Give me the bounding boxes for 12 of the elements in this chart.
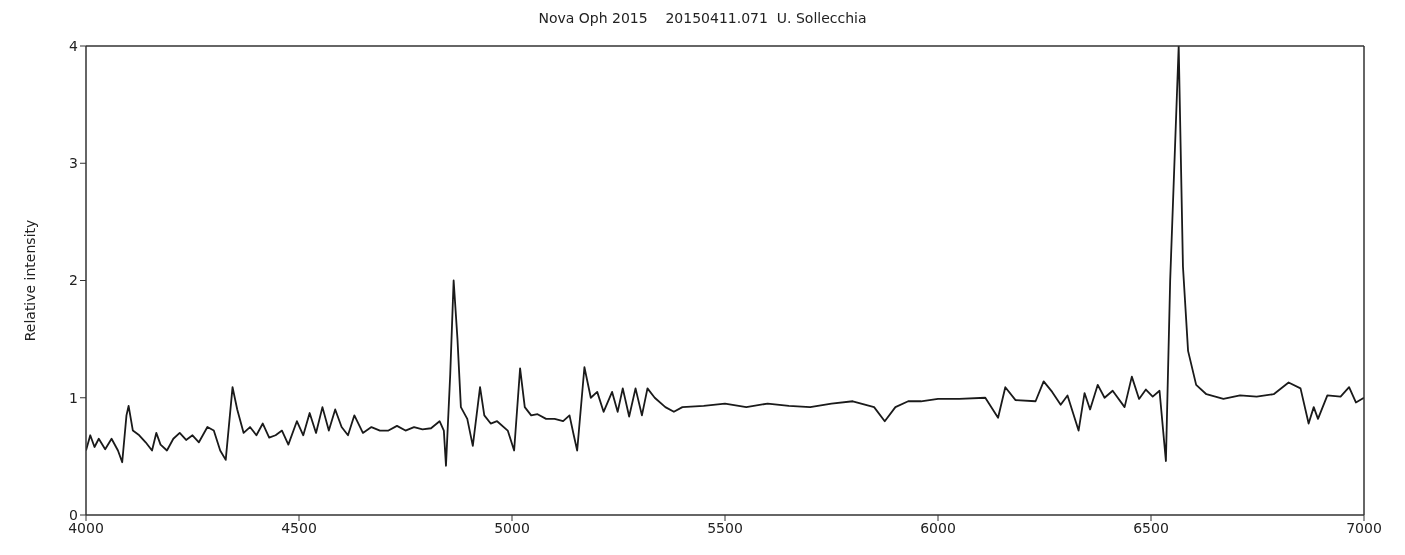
x-tick-label: 7000 — [1346, 519, 1382, 536]
y-tick-label: 1 — [69, 389, 78, 406]
y-tick-label: 3 — [69, 155, 78, 172]
x-tick-label: 6500 — [1133, 519, 1169, 536]
chart-title: Nova Oph 2015 20150411.071 U. Sollecchia — [537, 10, 868, 26]
x-tick-label: 4500 — [281, 519, 317, 536]
x-tick-label: 5500 — [707, 519, 743, 536]
y-tick-label: 4 — [69, 37, 79, 54]
y-axis-title: Relative intensity — [21, 219, 38, 342]
x-tick-label: 6000 — [920, 519, 956, 536]
y-tick-label: 2 — [69, 272, 78, 289]
x-tick-label: 5000 — [494, 519, 530, 536]
